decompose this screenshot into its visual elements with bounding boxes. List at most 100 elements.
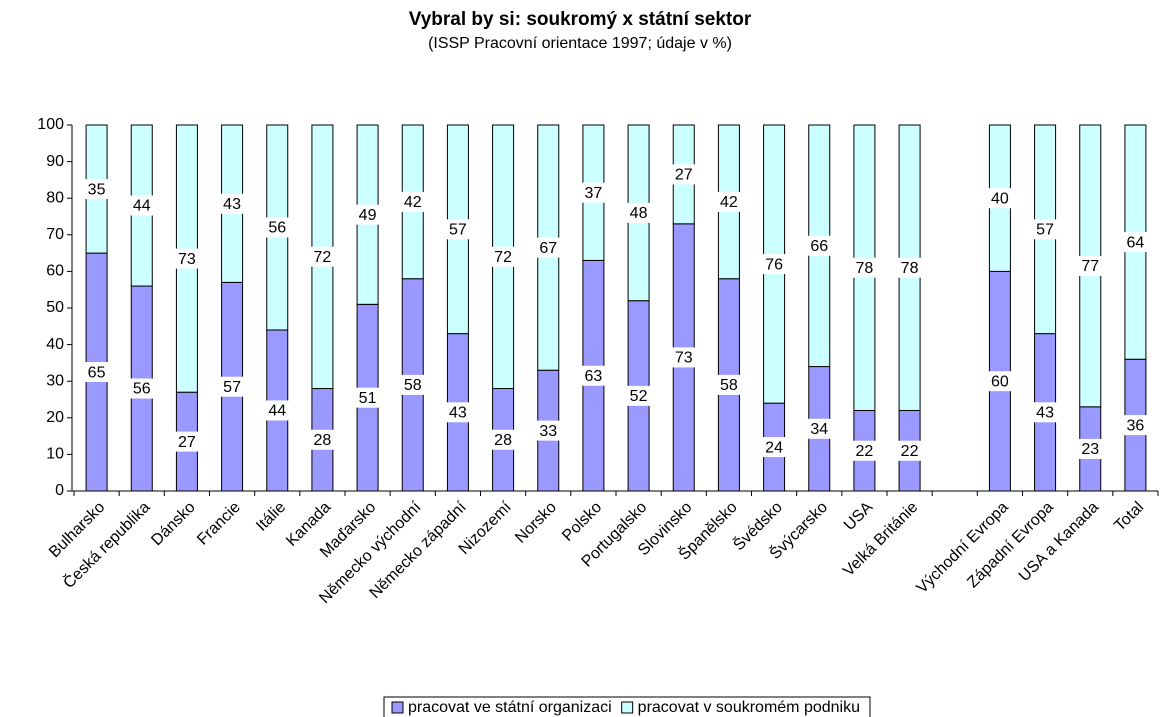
value-label-box — [623, 202, 654, 223]
value-label: 22 — [856, 443, 874, 460]
value-label: 44 — [133, 198, 151, 215]
value-label: 49 — [359, 207, 377, 224]
value-label: 37 — [585, 185, 603, 202]
value-label: 24 — [765, 439, 783, 456]
value-label: 78 — [856, 260, 874, 277]
value-label: 77 — [1081, 258, 1099, 275]
legend-label: pracovat v soukromém podniku — [638, 699, 860, 716]
value-label-box — [1030, 402, 1061, 423]
x-tick-label: USA — [841, 499, 877, 535]
x-tick-label: Francie — [194, 499, 244, 549]
value-label: 52 — [630, 388, 648, 405]
value-label-box — [804, 235, 835, 256]
value-label: 44 — [268, 403, 286, 420]
value-label-box — [713, 374, 744, 395]
value-label: 33 — [539, 423, 557, 440]
value-label: 43 — [449, 405, 467, 422]
value-label: 56 — [133, 381, 151, 398]
value-label: 48 — [630, 205, 648, 222]
value-label-box — [533, 237, 564, 258]
value-label: 64 — [1127, 234, 1145, 251]
y-tick-label: 30 — [46, 372, 64, 389]
value-label: 73 — [178, 251, 196, 268]
value-label: 73 — [675, 350, 693, 367]
value-label-box — [397, 374, 428, 395]
value-label-box — [397, 191, 428, 212]
value-label-box — [352, 204, 383, 225]
value-label-box — [352, 387, 383, 408]
value-label-box — [81, 179, 112, 200]
value-label: 43 — [223, 196, 241, 213]
chart-title: Vybral by si: soukromý x státní sektor — [409, 9, 752, 30]
value-label-box — [1030, 219, 1061, 240]
value-label: 67 — [539, 240, 557, 257]
value-label-box — [1120, 415, 1151, 436]
value-label: 42 — [720, 194, 738, 211]
value-label: 27 — [675, 167, 693, 184]
y-tick-label: 40 — [46, 336, 64, 353]
value-label-box — [759, 254, 790, 275]
value-label: 27 — [178, 434, 196, 451]
legend-swatch — [621, 701, 634, 714]
value-label: 58 — [404, 377, 422, 394]
y-tick-label: 50 — [46, 299, 64, 316]
value-label-box — [984, 188, 1015, 209]
value-label: 36 — [1127, 417, 1145, 434]
value-label: 57 — [449, 222, 467, 239]
legend-label: pracovat ve státní organizaci — [408, 699, 612, 716]
value-label: 65 — [88, 364, 106, 381]
y-tick-label: 20 — [46, 409, 64, 426]
value-label-box — [623, 385, 654, 406]
x-tick-label: Norsko — [512, 499, 560, 547]
x-tick-label: USA a Kanada — [1016, 499, 1102, 585]
value-label-box — [804, 418, 835, 439]
value-label: 40 — [991, 190, 1009, 207]
y-tick-label: 10 — [46, 446, 64, 463]
value-label-box — [1075, 438, 1106, 459]
y-tick-label: 90 — [46, 153, 64, 170]
y-tick-label: 70 — [46, 226, 64, 243]
value-label-box — [307, 246, 338, 267]
value-label-box — [126, 195, 157, 216]
value-label-box — [307, 429, 338, 450]
value-label-box — [668, 347, 699, 368]
value-label: 72 — [314, 249, 332, 266]
value-label: 23 — [1081, 441, 1099, 458]
value-label-box — [488, 246, 519, 267]
value-label: 34 — [810, 421, 828, 438]
value-label: 76 — [765, 256, 783, 273]
value-label: 78 — [901, 260, 919, 277]
value-label-box — [1075, 255, 1106, 276]
value-label: 66 — [810, 238, 828, 255]
chart-subtitle: (ISSP Pracovní orientace 1997; údaje v %… — [428, 35, 732, 52]
value-label: 28 — [314, 432, 332, 449]
value-label: 63 — [585, 368, 603, 385]
legend-swatch — [391, 701, 404, 714]
value-label-box — [894, 440, 925, 461]
y-tick-label: 100 — [37, 116, 64, 133]
value-label-box — [171, 248, 202, 269]
value-label-box — [713, 191, 744, 212]
value-label-box — [262, 217, 293, 238]
value-label: 35 — [88, 181, 106, 198]
x-tick-label: Total — [1111, 499, 1147, 535]
value-label: 57 — [223, 379, 241, 396]
value-label-box — [533, 420, 564, 441]
value-label: 51 — [359, 390, 377, 407]
value-label: 42 — [404, 194, 422, 211]
value-label-box — [488, 429, 519, 450]
y-tick-label: 80 — [46, 189, 64, 206]
value-label: 58 — [720, 377, 738, 394]
x-tick-label: Itálie — [253, 499, 289, 535]
value-label-box — [81, 362, 112, 383]
value-label-box — [442, 402, 473, 423]
value-label-box — [849, 257, 880, 278]
legend: pracovat ve státní organizaci pracovat v … — [383, 696, 871, 717]
value-label-box — [126, 378, 157, 399]
value-label: 56 — [268, 220, 286, 237]
x-tick-label: Dánsko — [148, 499, 198, 549]
y-tick-label: 60 — [46, 263, 64, 280]
value-label-box — [442, 219, 473, 240]
value-label-box — [578, 182, 609, 203]
